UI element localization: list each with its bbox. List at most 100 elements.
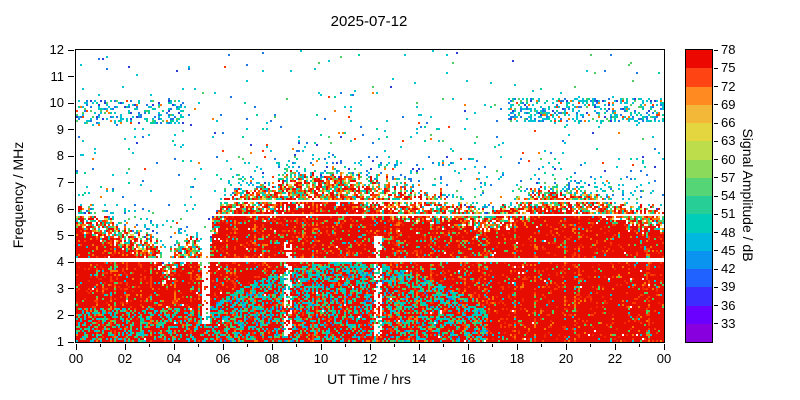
y-tick-label: 4 bbox=[56, 254, 64, 270]
colorbar-tick-mark bbox=[714, 213, 718, 215]
y-tick-label: 11 bbox=[50, 68, 65, 84]
chart-title: 2025-07-12 bbox=[330, 13, 408, 30]
x-minor-tick-mark bbox=[100, 344, 101, 347]
colorbar-segment bbox=[686, 177, 712, 196]
x-minor-tick-mark bbox=[394, 344, 395, 347]
y-tick-label: 5 bbox=[56, 227, 64, 243]
x-tick-label: 08 bbox=[264, 351, 280, 366]
colorbar-segment bbox=[686, 141, 712, 160]
x-minor-tick-mark bbox=[296, 344, 297, 347]
x-tick-mark bbox=[124, 344, 126, 350]
x-tick-label: 00 bbox=[656, 351, 672, 366]
colorbar-tick-label: 75 bbox=[721, 60, 736, 76]
colorbar-segment bbox=[686, 214, 712, 233]
y-tick-mark bbox=[68, 182, 74, 184]
colorbar-tick-label: 33 bbox=[721, 315, 736, 331]
colorbar-segment bbox=[686, 232, 712, 251]
colorbar-segment bbox=[686, 159, 712, 178]
colorbar-tick-mark bbox=[714, 49, 718, 51]
colorbar-segment bbox=[686, 86, 712, 105]
colorbar-tick-mark bbox=[714, 159, 718, 160]
x-tick-mark bbox=[369, 344, 371, 350]
x-minor-tick-mark bbox=[247, 344, 248, 347]
colorbar bbox=[685, 49, 713, 343]
x-tick-label: 00 bbox=[68, 351, 84, 366]
colorbar-tick-mark bbox=[714, 268, 718, 270]
y-axis-label: Frequency / MHz bbox=[10, 141, 26, 249]
y-tick-mark bbox=[68, 235, 74, 237]
x-tick-label: 06 bbox=[215, 351, 231, 366]
x-tick-mark bbox=[614, 344, 616, 350]
y-tick-label: 7 bbox=[56, 174, 64, 190]
x-minor-tick-mark bbox=[492, 344, 493, 347]
x-tick-label: 10 bbox=[313, 351, 329, 366]
y-tick-mark bbox=[68, 155, 74, 157]
x-minor-tick-mark bbox=[345, 344, 346, 347]
y-tick-mark bbox=[68, 341, 74, 343]
plot-area bbox=[75, 49, 665, 343]
colorbar-tick-mark bbox=[714, 104, 718, 106]
colorbar-tick-mark bbox=[714, 122, 718, 124]
colorbar-tick-label: 42 bbox=[721, 261, 736, 276]
colorbar-tick-label: 60 bbox=[721, 151, 736, 167]
colorbar-tick-mark bbox=[714, 286, 718, 288]
x-tick-label: 12 bbox=[362, 351, 378, 366]
x-tick-mark bbox=[467, 344, 469, 350]
x-axis-label: UT Time / hrs bbox=[327, 371, 411, 387]
y-tick-label: 9 bbox=[56, 121, 64, 137]
y-tick-mark bbox=[68, 288, 74, 290]
y-tick-label: 1 bbox=[56, 334, 64, 349]
x-tick-label: 18 bbox=[509, 351, 525, 366]
y-tick-mark bbox=[68, 129, 74, 131]
y-tick-label: 10 bbox=[49, 95, 64, 111]
x-tick-label: 16 bbox=[460, 351, 476, 366]
y-tick-label: 12 bbox=[49, 42, 64, 57]
colorbar-tick-label: 54 bbox=[721, 188, 736, 203]
colorbar-tick-label: 51 bbox=[721, 206, 736, 222]
y-tick-label: 8 bbox=[56, 148, 64, 164]
x-tick-mark bbox=[271, 344, 273, 350]
x-tick-mark bbox=[516, 344, 518, 350]
colorbar-tick-mark bbox=[714, 232, 718, 233]
colorbar-tick-label: 69 bbox=[721, 96, 736, 112]
y-tick-mark bbox=[68, 261, 74, 263]
x-tick-label: 02 bbox=[117, 351, 133, 366]
colorbar-tick-mark bbox=[714, 250, 718, 252]
y-tick-label: 2 bbox=[56, 307, 64, 323]
colorbar-tick-mark bbox=[714, 67, 718, 69]
y-tick-mark bbox=[68, 76, 74, 78]
y-tick-mark bbox=[68, 314, 74, 316]
x-minor-tick-mark bbox=[639, 344, 640, 347]
colorbar-tick-label: 36 bbox=[721, 297, 736, 313]
colorbar-segment bbox=[686, 250, 712, 269]
x-tick-mark bbox=[418, 344, 420, 350]
colorbar-segment bbox=[686, 287, 712, 306]
x-minor-tick-mark bbox=[149, 344, 150, 347]
colorbar-tick-mark bbox=[714, 86, 718, 87]
x-tick-label: 14 bbox=[411, 351, 427, 366]
x-minor-tick-mark bbox=[541, 344, 542, 347]
colorbar-segment bbox=[686, 269, 712, 288]
colorbar-tick-label: 66 bbox=[721, 115, 736, 130]
colorbar-segment bbox=[686, 68, 712, 87]
x-tick-mark bbox=[565, 344, 567, 350]
colorbar-segment bbox=[686, 323, 712, 342]
y-tick-mark bbox=[68, 208, 74, 210]
x-tick-mark bbox=[173, 344, 175, 350]
colorbar-segment bbox=[686, 305, 712, 324]
colorbar-tick-label: 57 bbox=[721, 169, 736, 185]
colorbar-tick-label: 39 bbox=[721, 279, 736, 295]
x-tick-mark bbox=[663, 344, 665, 350]
colorbar-segment bbox=[686, 104, 712, 123]
x-tick-mark bbox=[75, 344, 77, 350]
x-tick-label: 22 bbox=[607, 351, 623, 366]
colorbar-tick-label: 72 bbox=[721, 78, 736, 94]
x-tick-mark bbox=[222, 344, 224, 350]
x-tick-label: 04 bbox=[166, 351, 182, 366]
colorbar-tick-label: 48 bbox=[721, 224, 736, 240]
y-tick-label: 6 bbox=[56, 201, 64, 217]
y-tick-mark bbox=[68, 49, 74, 51]
colorbar-tick-mark bbox=[714, 323, 718, 325]
colorbar-tick-mark bbox=[714, 195, 718, 197]
